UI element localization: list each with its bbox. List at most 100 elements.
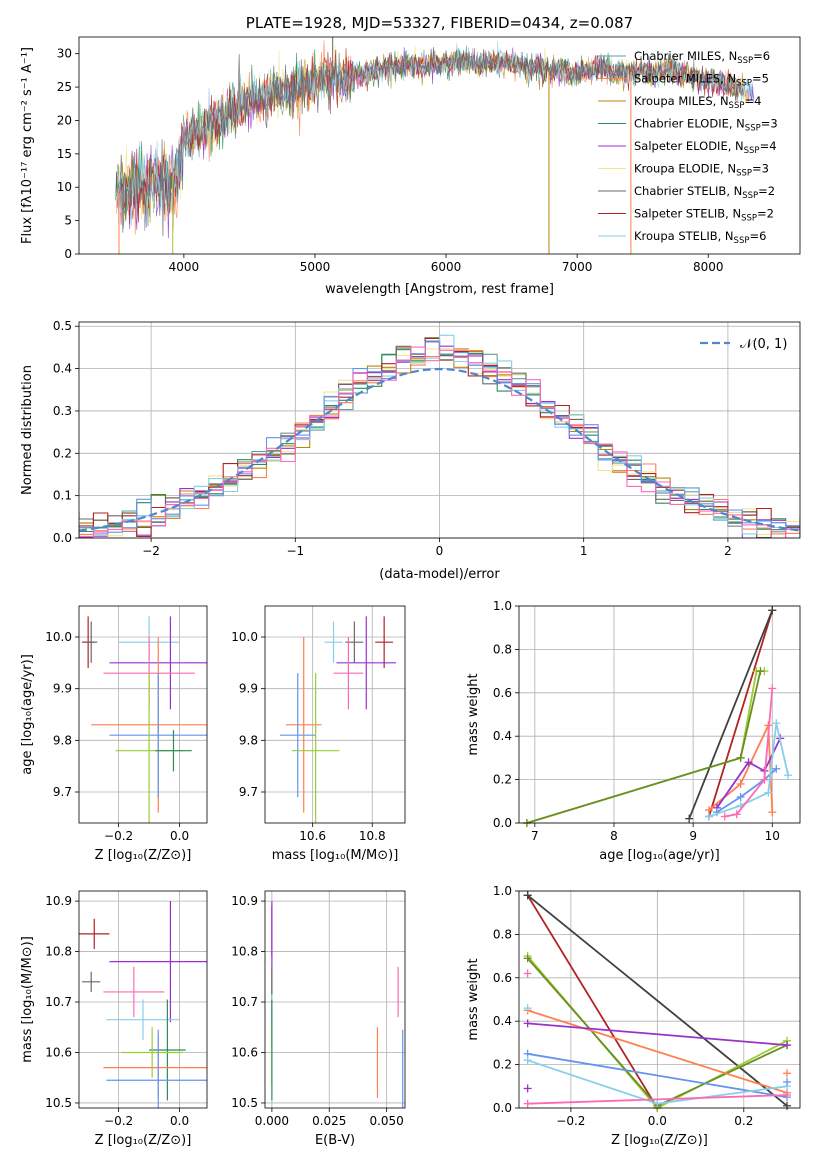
legend-suffix: =2 [757, 207, 774, 221]
legend-suffix: =5 [752, 72, 769, 86]
x-tick-label: 0.0 [170, 1114, 189, 1128]
legend-subscript: SSP [744, 146, 760, 156]
x-tick-label: 5000 [300, 260, 331, 274]
gaussian-curve [78, 367, 801, 532]
x-tick-label: −0.2 [556, 1114, 585, 1128]
x-tick-label: 0 [436, 544, 444, 558]
y-tick-label: 0.4 [493, 1014, 512, 1028]
x-tick-label: 10.6 [299, 829, 326, 843]
y-tick-label: 0 [64, 247, 72, 261]
data-point-8 [106, 1029, 207, 1108]
data-point-3 [109, 616, 207, 710]
legend-suffix: =3 [761, 117, 778, 131]
x-tick-label: 7000 [562, 260, 593, 274]
legend-suffix: =6 [753, 49, 770, 63]
panel-0: 4000 5000 6000 7000 8000 0 5 10 15 20 25 30 waveleng… [20, 14, 801, 297]
series-line-4 [527, 1009, 788, 1094]
axes-frame [78, 36, 801, 255]
panel-3: 10.6 10.8 9.7 9.8 9.9 10.0 mass [log₁₀(M/M⊙)] [231, 605, 406, 863]
legend-entry-2: Kroupa MILES, NSSP=4 [634, 94, 761, 111]
x-axis-label: Z [log₁₀(Z/Z⊙)] [611, 1133, 708, 1148]
x-tick-label: 0.025 [312, 1114, 346, 1128]
y-tick-label: 10.6 [231, 1045, 258, 1059]
data-point-6 [121, 1027, 183, 1078]
y-tick-label: 0.6 [493, 971, 512, 985]
x-tick-label: 0.000 [255, 1114, 289, 1128]
x-tick-label: 8 [610, 829, 618, 843]
y-tick-label: 10.0 [231, 630, 258, 644]
y-tick-label: 9.8 [239, 733, 258, 747]
legend-subscript: SSP [742, 191, 758, 201]
y-tick-label: 0.2 [493, 773, 512, 787]
series-line-2 [526, 670, 765, 824]
histogram-10 [79, 346, 800, 538]
legend-gaussian: 𝒩(0, 1) [740, 337, 787, 352]
panel-6: 0.000 0.025 0.050 10.5 10.6 10.7 10.8 10.9 E(B-V… [231, 890, 406, 1148]
x-axis-label: mass [log₁₀(M/M⊙)] [272, 848, 399, 863]
data-point-8 [155, 730, 192, 772]
x-axis-label: wavelength [Angstrom, rest frame] [325, 282, 554, 297]
legend-subscript: SSP [729, 101, 745, 111]
y-tick-label: 0.0 [53, 531, 72, 545]
axes-frame [518, 890, 801, 1109]
legend-entry-8: Kroupa STELIB, NSSP=6 [634, 229, 766, 246]
series-line-5 [527, 1022, 788, 1046]
series-line-6 [527, 1052, 788, 1099]
series-line-8 [724, 688, 774, 818]
legend-entry-3: Chabrier ELODIE, NSSP=3 [634, 117, 778, 134]
y-tick-label: 0.5 [53, 319, 72, 333]
series-line-6 [716, 768, 777, 813]
y-axis-label: Normed distribution [20, 365, 35, 495]
axes-frame [78, 605, 208, 824]
y-tick-label: 5 [64, 214, 72, 228]
y-tick-label: 10.5 [45, 1096, 72, 1110]
axes-frame [78, 890, 208, 1109]
x-axis-label: Z [log₁₀(Z/Z⊙)] [95, 1133, 192, 1148]
y-tick-label: 10.5 [231, 1096, 258, 1110]
legend-suffix: =6 [749, 229, 766, 243]
legend-subscript: SSP [745, 124, 761, 134]
x-axis-label: (data-model)/error [379, 567, 500, 582]
y-tick-label: 20 [57, 113, 72, 127]
data-point-0 [375, 616, 394, 668]
x-tick-label: 7 [531, 829, 539, 843]
x-tick-label: −1 [286, 544, 304, 558]
y-tick-label: 1.0 [493, 884, 512, 898]
legend-suffix: =3 [752, 162, 769, 176]
data-point-4 [333, 637, 364, 710]
y-tick-label: 1.0 [493, 599, 512, 613]
x-tick-label: 10 [765, 829, 780, 843]
x-tick-label: 6000 [431, 260, 462, 274]
legend-subscript: SSP [741, 214, 757, 224]
y-tick-label: 10.9 [45, 894, 72, 908]
y-tick-label: 10.8 [231, 945, 258, 959]
legend-entry-1: Salpeter MILES, NSSP=5 [634, 72, 769, 89]
y-tick-label: 0.0 [493, 1101, 512, 1115]
legend-subscript: SSP [737, 56, 753, 66]
series-line-0 [526, 894, 659, 1109]
legend-subscript: SSP [736, 79, 752, 89]
x-tick-label: −0.2 [104, 1114, 133, 1128]
x-tick-label: 0.0 [170, 829, 189, 843]
data-point-6 [109, 673, 207, 798]
y-axis-label: mass weight [466, 673, 481, 755]
y-tick-label: 15 [57, 147, 72, 161]
y-tick-label: 0.2 [53, 446, 72, 460]
y-tick-label: 0.8 [493, 642, 512, 656]
spectrum-line-8 [116, 41, 755, 227]
x-tick-label: 2 [724, 544, 732, 558]
chart-title: PLATE=1928, MJD=53327, FIBERID=0434, z=0… [246, 14, 633, 32]
data-point-1 [109, 901, 207, 1023]
x-tick-label: 0.050 [369, 1114, 403, 1128]
legend-subscript: SSP [736, 169, 752, 179]
spectrum-line-3 [115, 48, 739, 227]
y-axis-label: mass [log₁₀(M/M⊙)] [20, 936, 35, 1063]
series-line-0 [708, 610, 774, 817]
y-tick-label: 10.8 [45, 945, 72, 959]
axes-frame [78, 321, 801, 539]
x-tick-label: 0.0 [648, 1114, 667, 1128]
y-tick-label: 9.7 [239, 785, 258, 799]
legend-suffix: =4 [744, 94, 761, 108]
panel-4: 7 8 9 10 0.0 0.2 0.4 0.6 0.8 1.0 age [log₁₀(age/yr… [466, 599, 801, 863]
series-line-8 [527, 1094, 788, 1105]
